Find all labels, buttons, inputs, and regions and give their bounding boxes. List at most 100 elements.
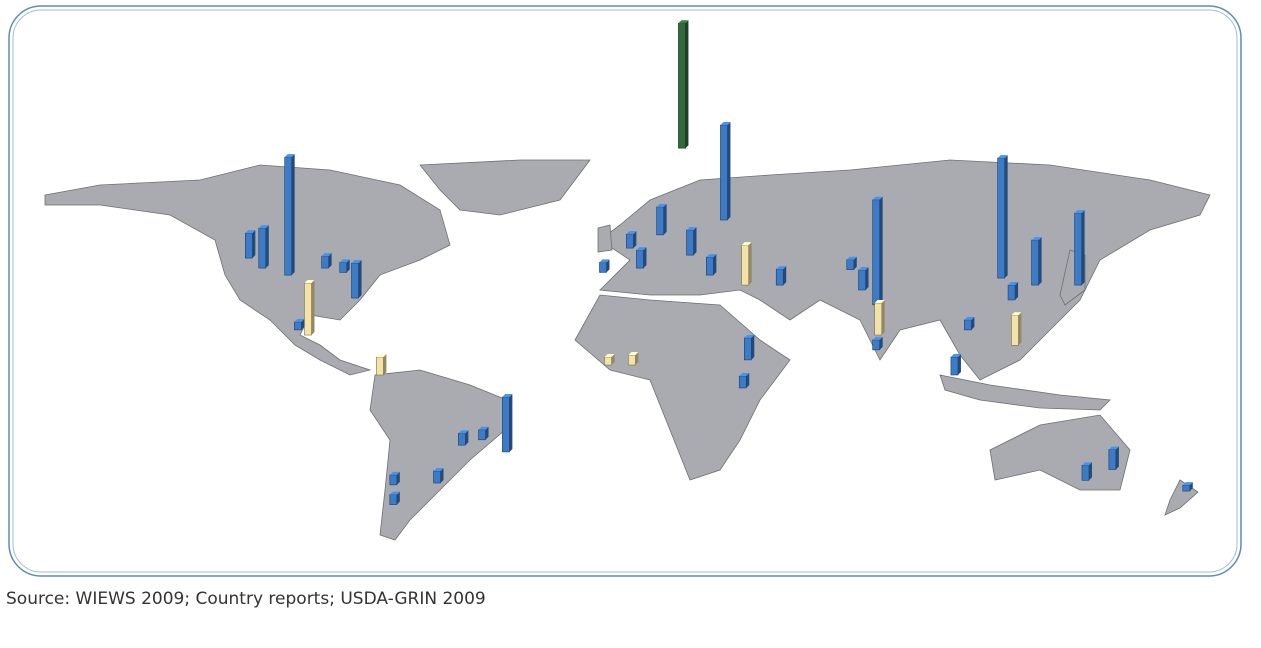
bar-top <box>997 155 1008 159</box>
bar-side <box>879 336 883 350</box>
bar-top <box>433 468 444 471</box>
bar-top <box>1108 446 1119 450</box>
bar-top <box>656 203 667 207</box>
bar <box>245 230 256 259</box>
bar-front <box>686 229 694 256</box>
bar <box>626 231 637 249</box>
bar-side <box>633 231 637 249</box>
bar-side <box>643 247 647 269</box>
bar <box>720 122 731 221</box>
bar-side <box>440 468 444 483</box>
bar-top <box>739 372 750 376</box>
eurasia <box>599 159 1211 381</box>
north-america <box>44 164 451 376</box>
bar-side <box>291 154 295 276</box>
frame <box>8 5 1242 577</box>
bar-front <box>1074 212 1082 286</box>
bar-side <box>746 372 750 388</box>
bar <box>294 318 305 331</box>
bar-top <box>872 336 883 340</box>
bar-top <box>1011 312 1022 316</box>
bar-front <box>245 232 253 259</box>
bar <box>656 203 667 236</box>
bar-side <box>957 354 961 375</box>
bar <box>1074 210 1085 286</box>
bar-front <box>604 356 612 366</box>
bar-side <box>396 471 400 485</box>
bar-front <box>720 124 728 221</box>
bar-side <box>509 393 513 452</box>
bar-side <box>865 266 869 290</box>
bar <box>997 155 1008 279</box>
bar-front <box>304 282 312 336</box>
bar-side <box>783 266 787 286</box>
bar-front <box>478 429 486 441</box>
bar-front <box>706 256 714 276</box>
bar-top <box>1074 210 1085 214</box>
bar-side <box>311 280 315 336</box>
bar <box>846 256 857 271</box>
new-zealand <box>1164 479 1199 516</box>
bar-top <box>339 259 350 263</box>
bar <box>389 491 400 505</box>
bar <box>686 227 697 256</box>
bar-top <box>294 318 305 322</box>
bar-side <box>485 426 489 440</box>
bar-top <box>304 280 315 284</box>
source-note: Source: WIEWS 2009; Country reports; USD… <box>6 589 486 609</box>
bars <box>245 20 1193 505</box>
bar <box>339 259 350 273</box>
uk <box>597 224 613 253</box>
africa <box>574 294 791 481</box>
bar-side <box>396 491 400 505</box>
bar <box>872 336 883 351</box>
bar-side <box>611 354 615 366</box>
bar <box>858 266 869 291</box>
bar-front <box>628 354 636 366</box>
bar <box>1108 446 1119 470</box>
bar-top <box>599 259 610 263</box>
bar-top <box>744 334 755 338</box>
bar-top <box>458 430 469 434</box>
bar-top <box>626 231 637 235</box>
bar-top <box>720 122 731 126</box>
bar <box>604 354 615 366</box>
bar-side <box>358 260 362 299</box>
world-map <box>44 159 1211 541</box>
bar-front <box>1007 284 1016 301</box>
bar-side <box>1115 446 1119 470</box>
bar <box>738 372 750 389</box>
bar-front <box>858 269 866 291</box>
south-america <box>369 369 513 541</box>
bar-front <box>997 157 1005 279</box>
indonesia <box>939 374 1111 411</box>
bar <box>872 196 883 306</box>
frame-inner <box>12 9 1238 573</box>
bar-top <box>604 354 615 358</box>
bar <box>741 242 752 286</box>
bar-top <box>776 266 787 270</box>
bar <box>628 352 639 366</box>
bar-top <box>874 300 885 304</box>
bar-top <box>678 20 689 24</box>
bar-top <box>950 354 961 357</box>
bar-side <box>328 253 332 269</box>
bar-front <box>1182 484 1191 492</box>
bar-side <box>1018 312 1022 346</box>
bar-front <box>389 474 398 486</box>
greenland <box>419 159 591 216</box>
bar-top <box>321 253 332 257</box>
bar-front <box>294 321 302 331</box>
bar-front <box>599 262 607 273</box>
bar-front <box>950 356 959 376</box>
bar-side <box>663 203 667 235</box>
bar-top <box>964 316 975 320</box>
bar-top <box>741 242 752 246</box>
bar-top <box>1182 482 1193 486</box>
bar <box>950 354 961 376</box>
bar-front <box>872 199 880 306</box>
bar-side <box>265 225 269 269</box>
bar <box>874 300 885 336</box>
bar-front <box>458 432 466 446</box>
bar-side <box>465 430 469 446</box>
